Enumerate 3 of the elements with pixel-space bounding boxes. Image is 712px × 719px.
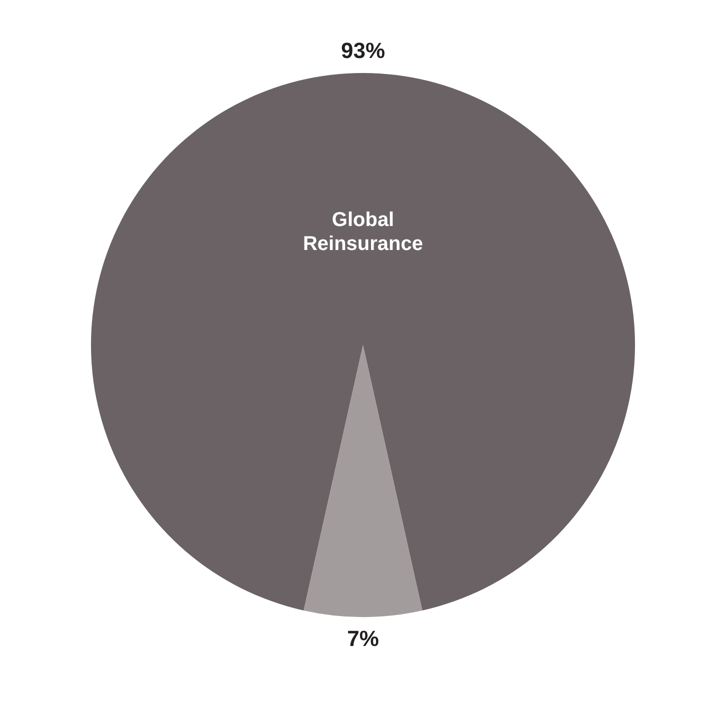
data-label: 93% (340, 38, 386, 63)
slice-label: Global Reinsurance (302, 208, 424, 255)
data-label: 7% (347, 626, 379, 651)
